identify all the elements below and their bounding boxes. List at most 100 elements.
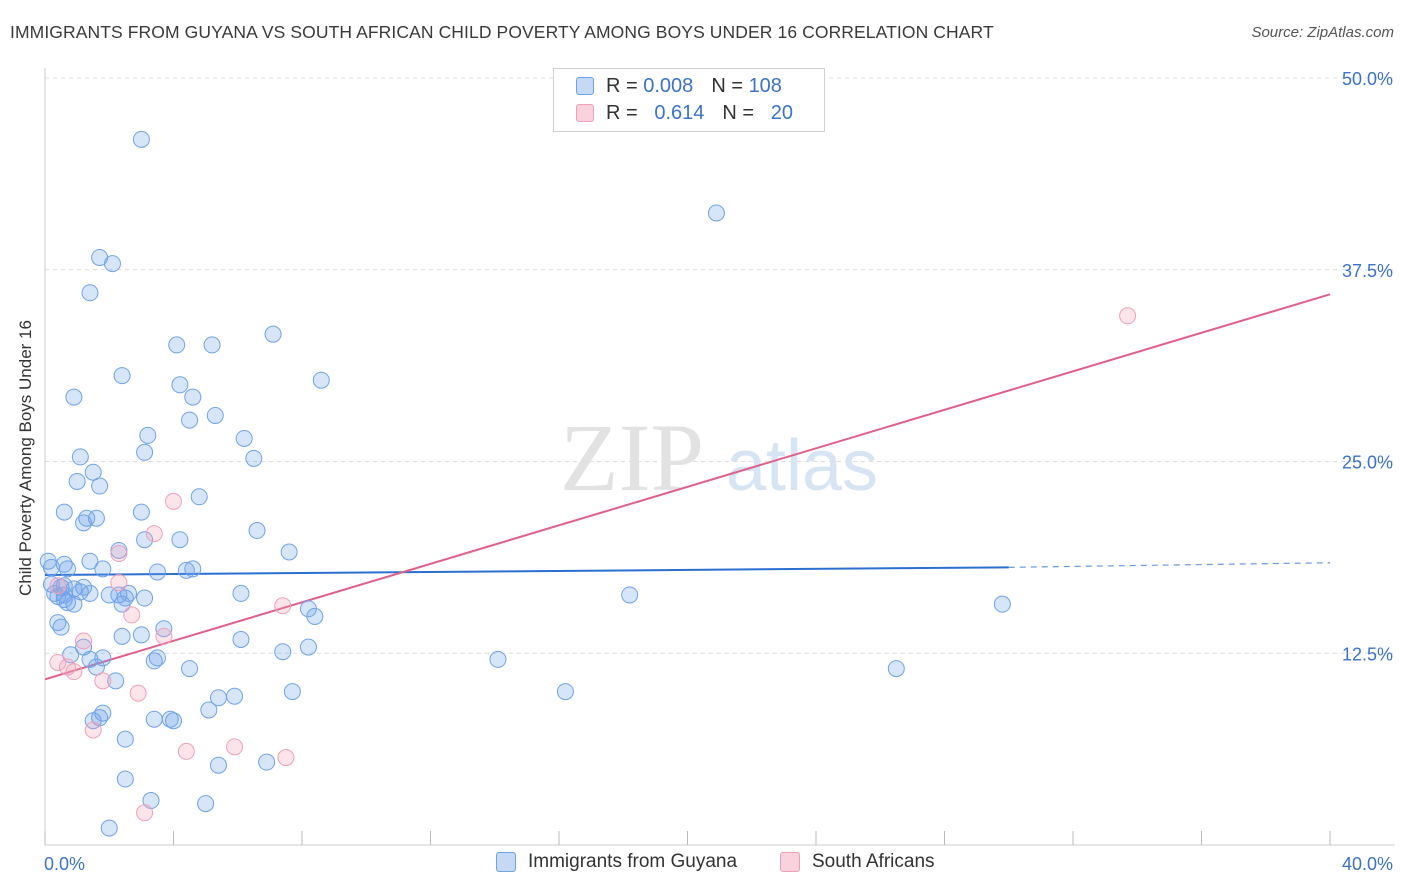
- legend-item-south-africans: South Africans: [780, 851, 935, 873]
- point-guyana: [203, 336, 221, 354]
- point-guyana: [274, 643, 292, 661]
- point-guyana: [78, 509, 96, 527]
- point-guyana: [145, 652, 163, 670]
- point-guyana: [299, 638, 317, 656]
- point-guyana: [75, 514, 93, 532]
- point-south-africans: [75, 632, 93, 650]
- point-guyana: [81, 552, 99, 570]
- axes: [44, 68, 1395, 846]
- point-guyana: [49, 614, 67, 632]
- data-points: [39, 130, 1137, 837]
- point-guyana: [168, 336, 186, 354]
- chart-title: IMMIGRANTS FROM GUYANA VS SOUTH AFRICAN …: [10, 22, 994, 42]
- n-value: 20: [770, 101, 794, 124]
- point-guyana: [264, 325, 282, 343]
- point-guyana: [81, 284, 99, 302]
- point-guyana: [232, 584, 250, 602]
- point-guyana: [190, 488, 208, 506]
- y-tick-label: 50.0%: [1342, 69, 1393, 89]
- point-guyana: [55, 555, 73, 573]
- grid-lines: [45, 77, 1395, 654]
- point-guyana: [84, 463, 102, 481]
- point-guyana: [84, 712, 102, 730]
- stats-row-guyana: R = 0.008 N = 108: [576, 73, 782, 99]
- r-label: R =: [606, 74, 638, 97]
- point-guyana: [148, 563, 166, 581]
- r-value: 0.614: [654, 101, 705, 124]
- legend-item-guyana: Immigrants from Guyana: [496, 851, 737, 873]
- y-tick-label: 37.5%: [1342, 261, 1393, 281]
- point-south-africans: [165, 492, 182, 510]
- point-guyana: [55, 591, 73, 609]
- point-guyana: [71, 448, 89, 466]
- point-guyana: [113, 627, 131, 645]
- point-guyana: [113, 595, 131, 613]
- swatch-guyana: [576, 77, 594, 95]
- point-south-africans: [226, 738, 244, 756]
- point-guyana: [100, 586, 118, 604]
- point-guyana: [181, 660, 199, 678]
- point-guyana: [200, 701, 218, 719]
- point-guyana: [181, 411, 199, 429]
- point-guyana: [245, 449, 263, 467]
- point-guyana: [258, 753, 276, 771]
- point-guyana: [993, 595, 1011, 613]
- point-south-africans: [65, 663, 83, 681]
- point-guyana: [209, 756, 227, 774]
- point-guyana: [116, 730, 134, 748]
- n-label: N =: [722, 101, 755, 124]
- point-guyana: [55, 503, 73, 521]
- point-guyana: [556, 683, 574, 701]
- point-guyana: [184, 560, 202, 578]
- point-south-africans: [136, 804, 154, 822]
- point-guyana: [116, 770, 134, 788]
- point-guyana: [42, 558, 60, 576]
- point-guyana: [283, 683, 301, 701]
- point-south-africans: [155, 627, 173, 645]
- swatch-south-africans: [576, 104, 594, 122]
- point-south-africans: [145, 525, 163, 543]
- point-guyana: [75, 578, 93, 596]
- n-label: N =: [711, 74, 743, 97]
- point-guyana: [103, 255, 121, 273]
- point-south-africans: [84, 721, 102, 739]
- point-guyana: [136, 443, 154, 461]
- point-guyana: [197, 795, 215, 813]
- point-south-africans: [49, 653, 67, 671]
- point-guyana: [177, 561, 195, 579]
- point-guyana: [58, 560, 76, 578]
- trend-line-guyana-extension: [1008, 562, 1331, 568]
- point-guyana: [145, 710, 163, 728]
- tick-labels: 12.5% 25.0% 37.5% 50.0% 0.0% 40.0%: [44, 69, 1393, 874]
- series-legend: Immigrants from Guyana South Africans: [0, 851, 1406, 877]
- y-tick-label: 12.5%: [1342, 644, 1393, 664]
- r-label: R =: [606, 101, 638, 124]
- legend-label-south-africans: South Africans: [812, 851, 935, 872]
- point-guyana: [139, 426, 157, 444]
- swatch-south-africans: [780, 852, 800, 872]
- point-guyana: [52, 618, 70, 636]
- stats-row-south-africans: R = 0.614 N = 20: [576, 100, 793, 126]
- r-value: 0.008: [643, 74, 694, 97]
- point-guyana: [235, 429, 253, 447]
- point-guyana: [171, 531, 189, 549]
- point-guyana: [184, 388, 202, 406]
- point-south-africans: [110, 545, 128, 563]
- point-south-africans: [94, 672, 112, 690]
- point-south-africans: [177, 742, 195, 760]
- point-guyana: [58, 594, 76, 612]
- point-guyana: [113, 367, 131, 385]
- point-guyana: [280, 543, 298, 561]
- point-guyana: [87, 658, 105, 676]
- point-guyana: [171, 376, 189, 394]
- point-guyana: [87, 509, 105, 527]
- point-guyana: [206, 406, 224, 424]
- point-guyana: [707, 204, 725, 222]
- point-guyana: [94, 649, 112, 667]
- point-guyana: [306, 607, 324, 625]
- point-guyana: [887, 660, 905, 678]
- trend-line-guyana: [44, 566, 1009, 577]
- point-guyana: [132, 626, 150, 644]
- watermark: ZIP atlas: [560, 404, 878, 511]
